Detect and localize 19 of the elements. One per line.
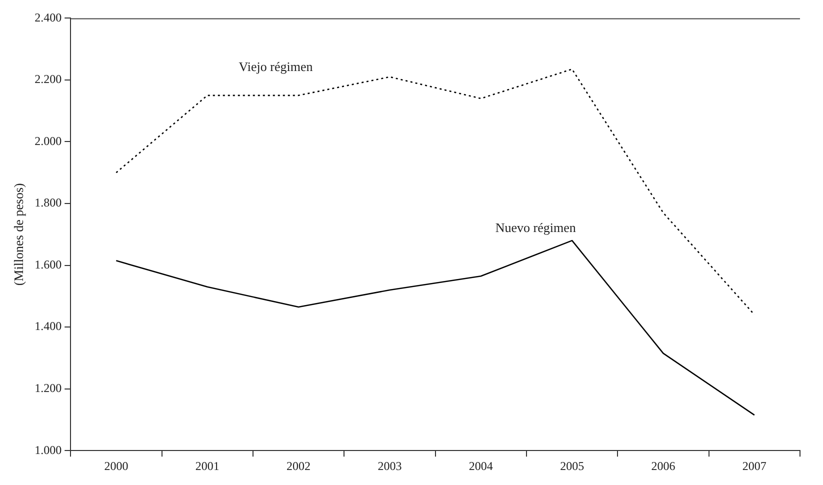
- x-tick-label: 2001: [195, 458, 220, 473]
- y-tick-label: 1.600: [34, 257, 62, 272]
- x-tick-label: 2007: [742, 458, 766, 473]
- series-label: Nuevo régimen: [495, 220, 576, 236]
- x-tick-label: 2000: [104, 458, 128, 473]
- y-tick-label: 2.200: [34, 72, 62, 86]
- x-tick-label: 2005: [560, 458, 584, 473]
- y-tick-label: 1.000: [34, 442, 62, 457]
- y-tick-label: 1.200: [34, 380, 62, 395]
- y-tick-label: 1.400: [34, 319, 62, 334]
- x-tick-label: 2004: [468, 458, 493, 473]
- series-label: Viejo régimen: [238, 58, 314, 74]
- y-tick-label: 2.400: [34, 10, 62, 24]
- x-tick-label: 2003: [378, 458, 402, 473]
- x-tick-label: 2006: [651, 458, 676, 473]
- y-tick-label: 2.000: [34, 134, 62, 148]
- y-tick-label: 1.800: [34, 196, 62, 210]
- x-tick-label: 2002: [286, 458, 311, 473]
- y-axis-title: (Millones de pesos): [11, 183, 26, 286]
